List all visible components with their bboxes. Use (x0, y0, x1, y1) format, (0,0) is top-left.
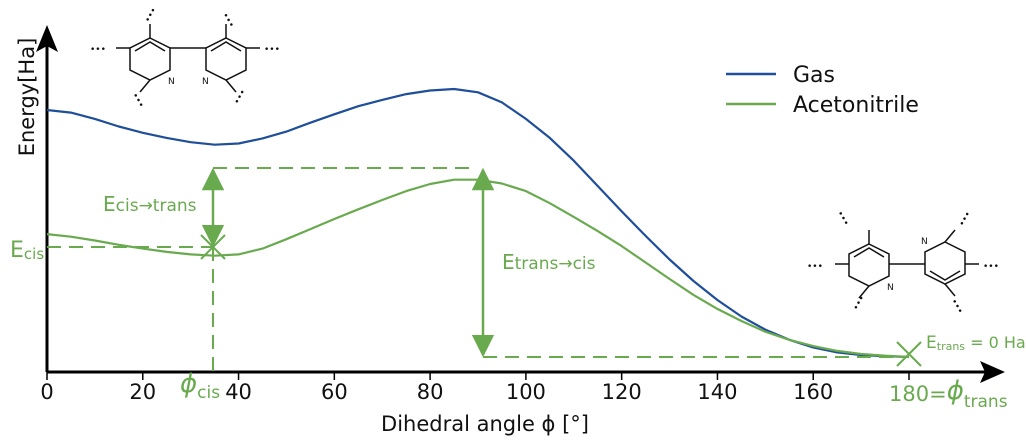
y-axis-arrowhead (36, 25, 58, 52)
svg-text:•••: ••• (983, 262, 999, 272)
x-tick-label-0: 0 (40, 380, 53, 404)
trans-bipyridine-molecule-icon: N N ••• ••• ••• ••• ••• ••• (807, 209, 999, 316)
e-trans-cis-subscript: trans→cis (515, 254, 596, 274)
series-lines (46, 87, 910, 359)
svg-text:•••: ••• (129, 91, 146, 110)
x-tick-label-80: 80 (417, 380, 444, 404)
series-line-gas (46, 87, 910, 359)
x-tick-label-120: 120 (602, 380, 642, 404)
annotations (47, 167, 922, 372)
svg-text:•••: ••• (143, 6, 160, 25)
e-trans-subscript: trans (937, 340, 966, 353)
e-cis-subscript: cis (24, 245, 44, 263)
svg-text:•••: ••• (834, 209, 851, 228)
x-tick-label-140: 140 (697, 380, 737, 404)
x-tick-label-160: 160 (793, 380, 833, 404)
x-tick-label-60: 60 (321, 380, 348, 404)
svg-text:•••: ••• (219, 11, 236, 30)
phi-trans-subscript: trans (964, 392, 1008, 412)
x-ticks (46, 372, 910, 380)
cis-bipyridine-molecule-icon: N N ••• ••• ••• ••• ••• ••• (90, 6, 280, 110)
phi-trans-prefix: 180= (889, 382, 947, 406)
e-cis-trans-subscript: cis→trans (116, 196, 197, 216)
e-trans-value: = 0 Ha (965, 333, 1026, 352)
e-trans-label: Etrans = 0 Ha (926, 333, 1026, 353)
phi-cis-label: ϕcis (180, 369, 220, 403)
svg-text:N: N (921, 237, 928, 247)
svg-text:•••: ••• (90, 45, 106, 55)
x-axis-title: Dihedral angle ϕ [°] (381, 412, 589, 436)
svg-text:•••: ••• (264, 45, 280, 55)
svg-text:N: N (202, 77, 209, 87)
legend-label-acetonitrile: Acetonitrile (793, 93, 919, 118)
x-tick-label-20: 20 (129, 380, 156, 404)
x-tick-label-40: 40 (225, 380, 252, 404)
e-trans-cis-label: Etrans→cis (502, 250, 596, 274)
cis-minimum-cross (200, 234, 226, 260)
e-cis-label: Ecis (10, 238, 44, 263)
svg-text:N: N (168, 77, 175, 87)
svg-text:N: N (887, 283, 894, 293)
axes (36, 25, 1005, 383)
svg-text:•••: ••• (948, 297, 965, 316)
x-axis-arrowhead (980, 361, 1005, 383)
legend: Gas Acetonitrile (726, 63, 919, 118)
svg-text:•••: ••• (851, 294, 868, 313)
phi-cis-subscript: cis (197, 383, 220, 403)
legend-label-gas: Gas (793, 63, 835, 88)
svg-text:•••: ••• (807, 262, 823, 272)
x-tick-labels: 020406080100120140160180 (40, 380, 833, 404)
trans-minimum-cross (896, 341, 922, 367)
e-cis-trans-label: Ecis→trans (103, 192, 197, 216)
svg-text:•••: ••• (957, 210, 974, 229)
phi-trans-label: 180=ϕtrans (889, 376, 1008, 412)
y-axis-title: Energy[Ha] (15, 38, 39, 157)
x-tick-label-100: 100 (506, 380, 546, 404)
